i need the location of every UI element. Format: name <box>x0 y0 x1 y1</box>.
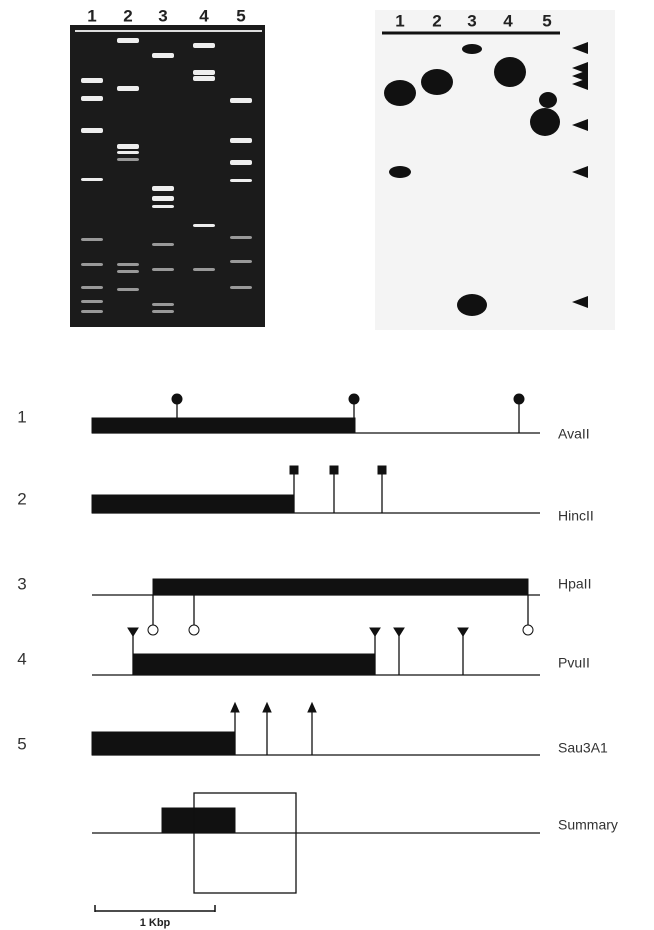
gel-band <box>81 310 103 313</box>
gel-lane-label: 2 <box>123 6 132 25</box>
summary-label: Summary <box>558 817 618 833</box>
enzyme-label: Sau3A1 <box>558 740 608 756</box>
gel-band <box>81 128 103 133</box>
gel-band <box>81 178 103 181</box>
gel-band <box>230 236 252 239</box>
gel-band <box>230 179 252 182</box>
blot-lane-label: 4 <box>503 11 513 30</box>
blot-lane-label: 5 <box>542 11 551 30</box>
site-marker <box>514 394 524 404</box>
blot-signal <box>494 57 526 87</box>
enzyme-label: AvaII <box>558 426 590 442</box>
gel-band <box>193 224 215 227</box>
gel-band <box>152 186 174 191</box>
site-marker <box>172 394 182 404</box>
gel-band <box>117 158 139 161</box>
site-marker <box>231 703 239 712</box>
gel-band <box>81 96 103 101</box>
fragment-bar <box>153 579 528 595</box>
enzyme-label: PvuII <box>558 655 590 671</box>
site-marker <box>378 466 386 474</box>
blot-lane-label: 2 <box>432 11 441 30</box>
gel-band <box>193 268 215 271</box>
blot-signal <box>389 166 411 178</box>
gel-band <box>152 243 174 246</box>
site-marker <box>189 625 199 635</box>
gel-band <box>117 263 139 266</box>
gel-band <box>193 70 215 75</box>
row-number: 5 <box>17 734 26 753</box>
fragment-bar <box>133 654 375 675</box>
gel-band <box>230 98 252 103</box>
site-marker <box>290 466 298 474</box>
page: 1 Kbp 1 2 3 4 5 1 2 3 4 5 1 AvaII 2 HincII 3 HpaII 4 PvuI… <box>0 0 654 930</box>
gel-band <box>230 138 252 143</box>
gel-band <box>81 286 103 289</box>
gel-band <box>230 160 252 165</box>
gel-band <box>81 300 103 303</box>
gel-image <box>70 25 265 327</box>
scale-bar <box>95 905 215 912</box>
gel-band <box>117 38 139 43</box>
gel-band <box>117 144 139 149</box>
gel-band <box>230 260 252 263</box>
site-marker <box>308 703 316 712</box>
gel-band <box>117 288 139 291</box>
blot-signal <box>530 108 560 136</box>
site-marker <box>349 394 359 404</box>
gel-band <box>81 238 103 241</box>
gel-band <box>230 286 252 289</box>
enzyme-label: HpaII <box>558 576 591 592</box>
site-marker <box>148 625 158 635</box>
gel-band <box>152 268 174 271</box>
site-marker <box>330 466 338 474</box>
site-marker <box>263 703 271 712</box>
gel-band <box>81 78 103 83</box>
site-marker <box>394 628 404 636</box>
row-number: 1 <box>17 407 26 426</box>
blot-signal <box>462 44 482 54</box>
blot-signal <box>384 80 416 106</box>
gel-band <box>117 151 139 154</box>
gel-band <box>152 53 174 58</box>
summary-bar <box>162 808 235 833</box>
fragment-bar <box>92 732 235 755</box>
gel-band <box>81 263 103 266</box>
gel-band <box>152 196 174 201</box>
blot-lane-label: 3 <box>467 11 476 30</box>
blot-signal <box>421 69 453 95</box>
restriction-map <box>92 394 540 893</box>
site-marker <box>128 628 138 636</box>
gel-lane-label: 1 <box>87 6 96 25</box>
gel-lane-label: 3 <box>158 6 167 25</box>
gel-band <box>193 43 215 48</box>
enzyme-label: HincII <box>558 508 594 524</box>
blot-signal <box>539 92 557 108</box>
figure: 1 Kbp 1 2 3 4 5 1 2 3 4 5 1 AvaII 2 HincII 3 HpaII 4 PvuI… <box>0 0 654 930</box>
fragment-bar <box>92 495 294 513</box>
gel-band <box>152 310 174 313</box>
fragment-bar <box>92 418 355 433</box>
gel-band <box>193 76 215 81</box>
blot-signal <box>457 294 487 316</box>
site-marker <box>523 625 533 635</box>
scale-label: 1 Kbp <box>140 917 171 929</box>
row-number: 2 <box>17 489 26 508</box>
gel-lane-label: 5 <box>236 6 245 25</box>
blot-lane-label: 1 <box>395 11 404 30</box>
gel-band <box>152 303 174 306</box>
gel-band <box>117 86 139 91</box>
site-marker <box>458 628 468 636</box>
site-marker <box>370 628 380 636</box>
gel-lane-label: 4 <box>199 6 209 25</box>
row-number: 4 <box>17 649 26 668</box>
gel-band <box>152 205 174 208</box>
gel-band <box>117 270 139 273</box>
row-number: 3 <box>17 574 26 593</box>
